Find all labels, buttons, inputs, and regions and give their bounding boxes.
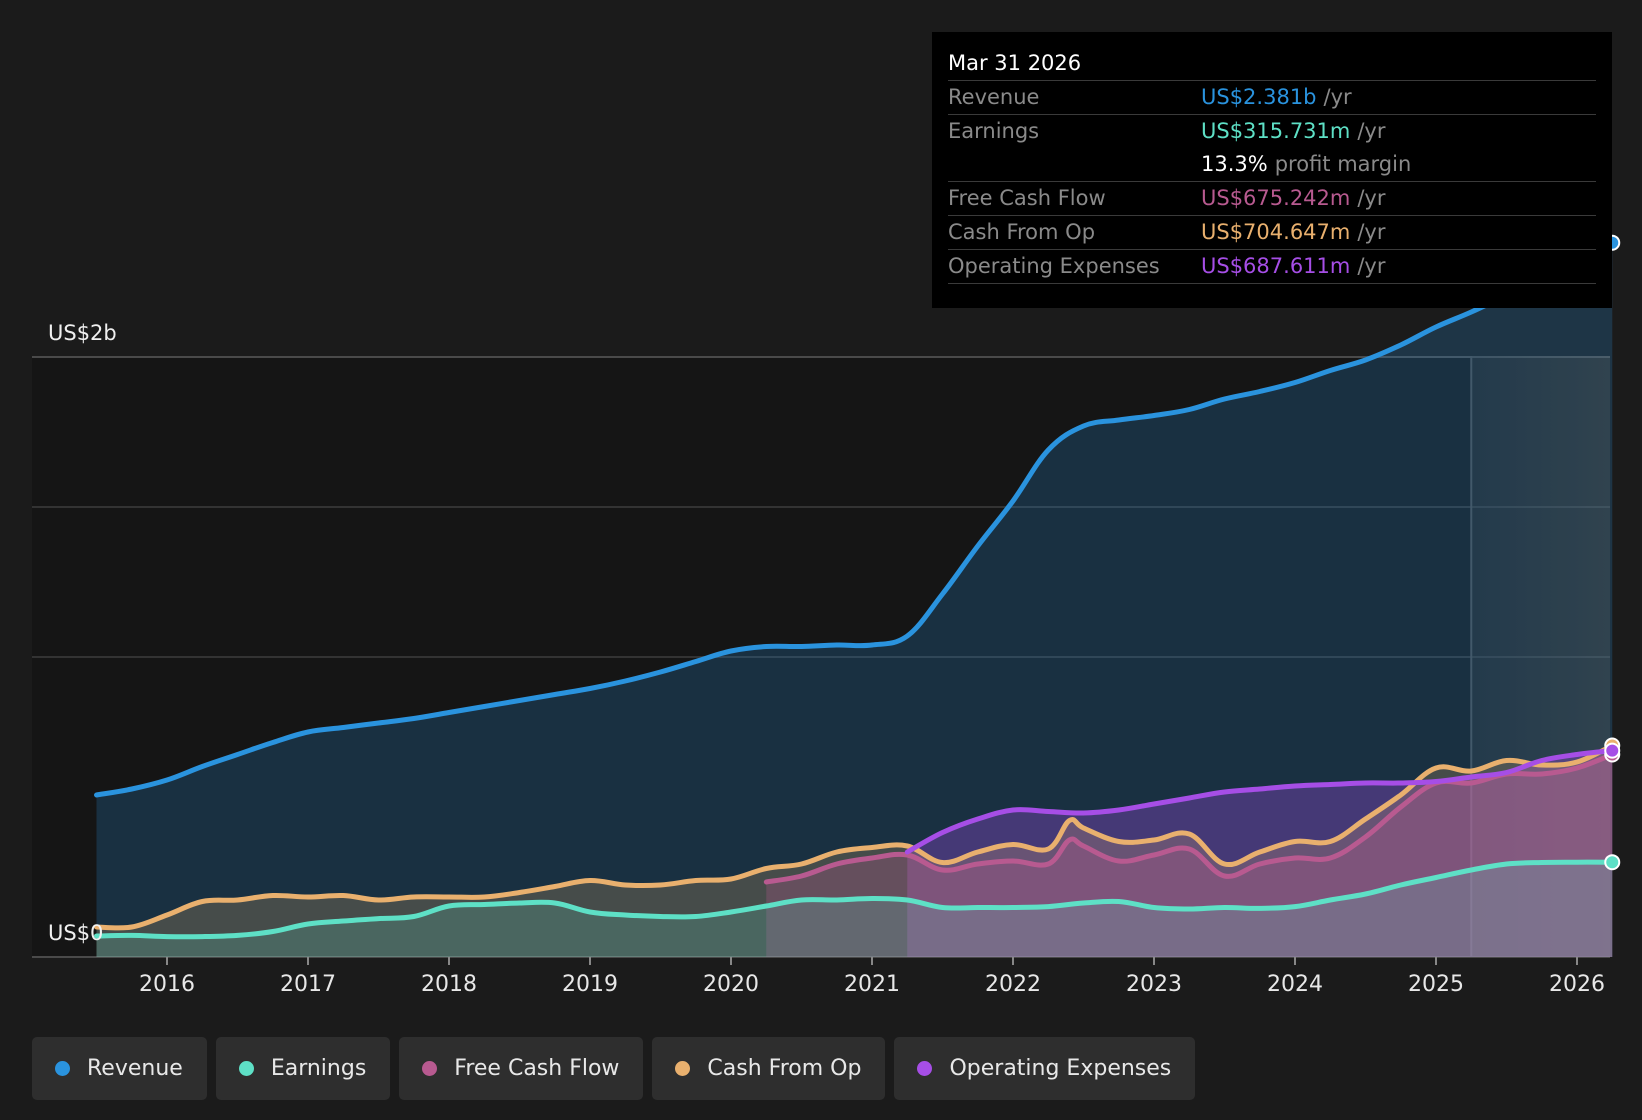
line-free-cash-flow bbox=[763, 752, 1615, 885]
tooltip-unit: /yr bbox=[1357, 119, 1386, 143]
tooltip-unit: /yr bbox=[1323, 85, 1352, 109]
y-label-bottom: US$0 bbox=[48, 921, 103, 945]
legend-dot-icon bbox=[55, 1061, 70, 1076]
legend-item-revenue[interactable]: Revenue bbox=[32, 1037, 207, 1100]
tooltip-value: US$2.381b bbox=[1201, 85, 1317, 109]
tooltip-name: Earnings bbox=[948, 119, 1040, 143]
chart-legend: Revenue Earnings Free Cash Flow Cash Fro… bbox=[32, 1037, 1196, 1100]
y-label-top: US$2b bbox=[48, 321, 117, 345]
tooltip-name: Cash From Op bbox=[948, 220, 1096, 244]
tooltip-name: Operating Expenses bbox=[948, 254, 1160, 278]
x-axis-ticks: 2016 2017 2018 2019 2020 2021 2022 2023 2024 2025… bbox=[139, 957, 1605, 997]
tooltip-extra: profit margin bbox=[1274, 152, 1412, 176]
legend-item-cash-from-op[interactable]: Cash From Op bbox=[652, 1037, 886, 1100]
tooltip-unit: /yr bbox=[1357, 186, 1386, 210]
legend-item-operating-expenses[interactable]: Operating Expenses bbox=[894, 1037, 1196, 1100]
line-cash-from-op bbox=[94, 743, 1615, 931]
legend-dot-icon bbox=[422, 1061, 438, 1076]
tooltip-name bbox=[948, 148, 1201, 181]
x-tick-label: 2020 bbox=[703, 972, 759, 997]
tooltip-value: US$315.731m bbox=[1201, 119, 1351, 143]
tooltip-value: US$687.611m bbox=[1201, 254, 1351, 278]
legend-label: Revenue bbox=[87, 1056, 183, 1081]
grid-lines bbox=[32, 356, 1610, 958]
tooltip-row-earnings: Earnings US$315.731m /yr bbox=[948, 115, 1596, 148]
end-marker-operating-expenses bbox=[1604, 742, 1621, 759]
legend-dot-icon bbox=[238, 1061, 254, 1076]
legend-label: Free Cash Flow bbox=[454, 1056, 620, 1081]
x-tick-label: 2018 bbox=[421, 972, 477, 997]
tooltip-unit: /yr bbox=[1357, 220, 1386, 244]
area-revenue bbox=[96, 242, 1613, 957]
tooltip-date: Mar 31 2026 bbox=[948, 46, 1596, 81]
x-tick-label: 2022 bbox=[985, 972, 1041, 997]
line-revenue bbox=[94, 240, 1615, 798]
x-tick-label: 2021 bbox=[844, 972, 900, 997]
line-earnings bbox=[94, 859, 1615, 940]
tooltip-row-cfo: Cash From Op US$704.647m /yr bbox=[948, 216, 1596, 250]
tooltip-row-opex: Operating Expenses US$687.611m /yr bbox=[948, 250, 1596, 284]
tooltip-row-revenue: Revenue US$2.381b /yr bbox=[948, 81, 1596, 115]
tooltip-value: US$675.242m bbox=[1201, 186, 1351, 210]
area-earnings bbox=[96, 862, 1613, 957]
legend-label: Cash From Op bbox=[707, 1056, 862, 1081]
line-operating-expenses bbox=[904, 748, 1615, 855]
x-tick-label: 2016 bbox=[139, 972, 195, 997]
tooltip-panel: Mar 31 2026 Revenue US$2.381b /yr Earnin… bbox=[932, 32, 1612, 308]
tooltip-name: Revenue bbox=[948, 85, 1040, 109]
tooltip-value: 13.3% bbox=[1201, 152, 1268, 176]
financials-chart: 2016 2017 2018 2019 2020 2021 2022 2023 2024 2025… bbox=[32, 234, 1621, 997]
tooltip-row-margin: 13.3% profit margin bbox=[948, 148, 1596, 182]
tooltip-unit: /yr bbox=[1357, 254, 1386, 278]
legend-dot-icon bbox=[917, 1061, 933, 1076]
legend-item-free-cash-flow[interactable]: Free Cash Flow bbox=[399, 1037, 644, 1100]
x-tick-label: 2024 bbox=[1267, 972, 1323, 997]
x-tick-label: 2017 bbox=[280, 972, 336, 997]
legend-dot-icon bbox=[675, 1061, 691, 1076]
x-tick-label: 2019 bbox=[562, 972, 618, 997]
x-tick-label: 2023 bbox=[1126, 972, 1182, 997]
series-lines bbox=[94, 240, 1615, 940]
end-marker-earnings bbox=[1604, 854, 1621, 871]
legend-label: Earnings bbox=[270, 1056, 367, 1081]
forecast-region bbox=[1471, 356, 1610, 957]
legend-item-earnings[interactable]: Earnings bbox=[215, 1037, 391, 1100]
tooltip-value: US$704.647m bbox=[1201, 220, 1351, 244]
x-tick-label: 2025 bbox=[1408, 972, 1464, 997]
tooltip-name: Free Cash Flow bbox=[948, 186, 1106, 210]
legend-label: Operating Expenses bbox=[949, 1056, 1172, 1081]
x-tick-label: 2026 bbox=[1549, 972, 1605, 997]
tooltip-row-fcf: Free Cash Flow US$675.242m /yr bbox=[948, 182, 1596, 216]
